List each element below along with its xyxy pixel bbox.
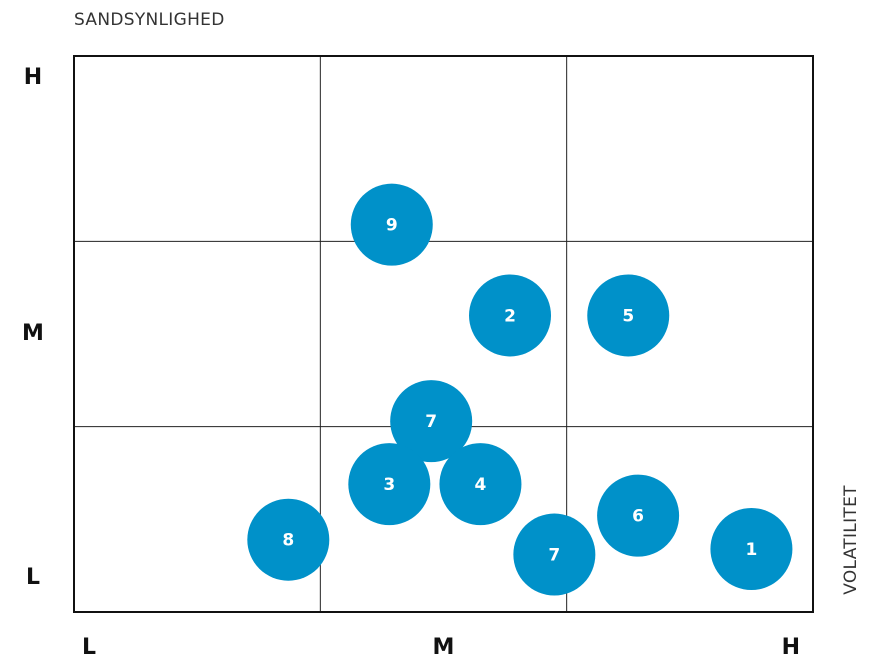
x-tick-label: M: [433, 635, 455, 660]
bubble-label: 7: [425, 412, 437, 432]
y-tick-label: H: [24, 65, 42, 90]
bubble: [247, 498, 330, 581]
bubble: [710, 507, 793, 590]
bubble-label: 4: [475, 475, 487, 495]
y-tick-label: L: [26, 565, 40, 590]
bubble-label: 5: [622, 306, 634, 326]
x-axis-title: VOLATILITET: [841, 485, 861, 595]
x-tick-label: L: [82, 635, 96, 660]
bubble: [439, 443, 522, 526]
y-tick-label: M: [22, 321, 44, 346]
bubble: [469, 274, 552, 357]
bubble-label: 2: [504, 306, 516, 326]
bubble-label: 9: [386, 216, 398, 236]
bubble-label: 8: [282, 531, 294, 551]
bubble-label: 1: [745, 540, 757, 560]
bubble: [597, 474, 680, 557]
bubble: [513, 513, 596, 596]
y-axis-title: SANDSYNLIGHED: [74, 10, 225, 30]
bubble-label: 7: [548, 546, 560, 566]
plot-border: [73, 55, 814, 613]
bubble: [587, 274, 670, 357]
bubble: [348, 443, 431, 526]
bubble: [390, 380, 473, 463]
x-tick-label: H: [782, 635, 800, 660]
bubble-label: 6: [632, 507, 644, 527]
bubble: [350, 183, 433, 266]
bubble-label: 3: [383, 475, 395, 495]
